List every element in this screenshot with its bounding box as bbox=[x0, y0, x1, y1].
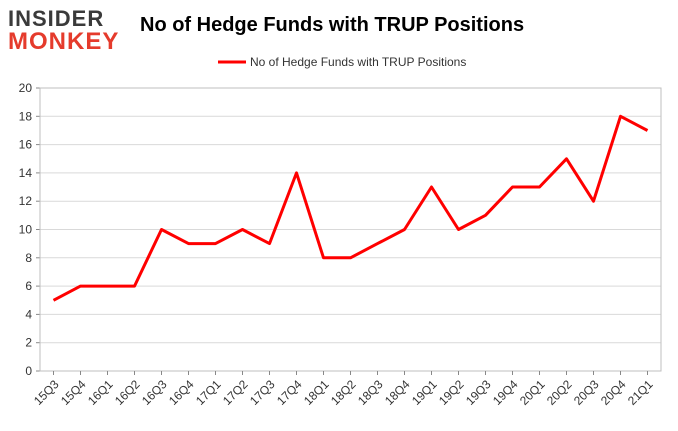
y-tick-label: 10 bbox=[19, 223, 33, 237]
x-tick-label: 19Q3 bbox=[463, 377, 494, 408]
x-tick-label: 16Q3 bbox=[139, 377, 170, 408]
y-tick-label: 12 bbox=[19, 194, 33, 208]
x-tick-label: 18Q1 bbox=[301, 377, 332, 408]
x-tick-label: 19Q2 bbox=[436, 377, 467, 408]
x-tick-label: 18Q2 bbox=[328, 377, 359, 408]
x-tick-label: 16Q2 bbox=[112, 377, 143, 408]
x-tick-label: 17Q3 bbox=[247, 377, 278, 408]
y-tick-label: 6 bbox=[25, 279, 32, 293]
x-tick-label: 20Q1 bbox=[517, 377, 548, 408]
x-tick-label: 16Q1 bbox=[85, 377, 116, 408]
logo-text-monkey: MONKEY bbox=[8, 28, 120, 55]
x-tick-label: 20Q4 bbox=[598, 377, 629, 408]
x-tick-label: 20Q2 bbox=[544, 377, 575, 408]
x-tick-label: 16Q4 bbox=[166, 377, 197, 408]
y-tick-label: 2 bbox=[25, 336, 32, 350]
y-tick-label: 4 bbox=[25, 307, 32, 321]
x-tick-label: 15Q4 bbox=[58, 377, 89, 408]
x-tick-label: 15Q3 bbox=[31, 377, 62, 408]
y-tick-label: 0 bbox=[25, 364, 32, 378]
y-tick-label: 14 bbox=[19, 166, 33, 180]
x-tick-label: 17Q2 bbox=[220, 377, 251, 408]
y-tick-label: 20 bbox=[19, 81, 33, 95]
y-tick-label: 8 bbox=[25, 251, 32, 265]
x-tick-label: 18Q4 bbox=[382, 377, 413, 408]
chart-title: No of Hedge Funds with TRUP Positions bbox=[140, 14, 525, 36]
y-tick-label: 18 bbox=[19, 109, 33, 123]
x-tick-label: 17Q1 bbox=[193, 377, 224, 408]
x-tick-label: 20Q3 bbox=[571, 377, 602, 408]
x-tick-label: 17Q4 bbox=[274, 377, 305, 408]
legend-label: No of Hedge Funds with TRUP Positions bbox=[250, 55, 466, 69]
y-tick-label: 16 bbox=[19, 138, 33, 152]
x-tick-label: 19Q4 bbox=[490, 377, 521, 408]
x-tick-label: 18Q3 bbox=[355, 377, 386, 408]
insider-monkey-logo: INSIDER MONKEY bbox=[8, 6, 128, 56]
x-tick-label: 19Q1 bbox=[409, 377, 440, 408]
series-line bbox=[52, 114, 649, 302]
x-tick-label: 21Q1 bbox=[625, 377, 656, 408]
logo-text-insider: INSIDER bbox=[8, 6, 105, 31]
